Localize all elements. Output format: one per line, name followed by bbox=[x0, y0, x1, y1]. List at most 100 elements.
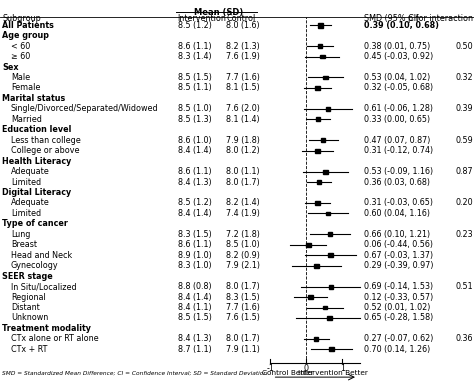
Bar bbox=[306, 243, 310, 247]
Text: 8.4 (1.3): 8.4 (1.3) bbox=[178, 334, 211, 344]
Text: Limited: Limited bbox=[11, 178, 41, 186]
Text: Less than college: Less than college bbox=[11, 136, 81, 145]
Bar bbox=[318, 23, 323, 27]
Text: 0: 0 bbox=[304, 364, 309, 373]
Text: Age group: Age group bbox=[2, 31, 49, 40]
Text: 8.5 (1.3): 8.5 (1.3) bbox=[178, 115, 211, 124]
Text: 8.6 (1.1): 8.6 (1.1) bbox=[178, 240, 211, 249]
Text: 8.6 (1.0): 8.6 (1.0) bbox=[178, 136, 211, 145]
Bar bbox=[316, 117, 320, 121]
Text: Distant: Distant bbox=[11, 303, 40, 312]
Text: SMD = Standardized Mean Difference; CI = Confidence Interval; SD = Standard Devi: SMD = Standardized Mean Difference; CI =… bbox=[2, 370, 267, 375]
Text: < 60: < 60 bbox=[11, 42, 30, 51]
Bar bbox=[328, 253, 333, 257]
Bar bbox=[316, 86, 320, 90]
Bar bbox=[315, 201, 319, 205]
Text: 0.32 (-0.05, 0.68): 0.32 (-0.05, 0.68) bbox=[364, 83, 433, 93]
Text: 0.52 (0.01, 1.02): 0.52 (0.01, 1.02) bbox=[364, 303, 430, 312]
Text: 0.23: 0.23 bbox=[456, 230, 473, 239]
Text: Male: Male bbox=[11, 73, 30, 82]
Text: Mean (SD): Mean (SD) bbox=[194, 8, 243, 17]
Text: 7.4 (1.9): 7.4 (1.9) bbox=[226, 209, 260, 218]
Text: 8.4 (1.4): 8.4 (1.4) bbox=[178, 209, 211, 218]
Text: -1: -1 bbox=[266, 364, 274, 373]
Text: 8.9 (1.0): 8.9 (1.0) bbox=[178, 251, 211, 260]
Text: Type of cancer: Type of cancer bbox=[2, 219, 68, 229]
Bar bbox=[323, 170, 328, 174]
Text: SMD (95% CI): SMD (95% CI) bbox=[364, 14, 419, 23]
Text: 8.5 (1.0): 8.5 (1.0) bbox=[178, 104, 211, 113]
Bar bbox=[315, 149, 319, 152]
Text: 0.45 (-0.03, 0.92): 0.45 (-0.03, 0.92) bbox=[364, 52, 433, 61]
Text: 7.7 (1.6): 7.7 (1.6) bbox=[226, 73, 260, 82]
Text: 8.5 (1.1): 8.5 (1.1) bbox=[178, 83, 211, 93]
Text: 0.33 (0.00, 0.65): 0.33 (0.00, 0.65) bbox=[364, 115, 430, 124]
Text: 7.6 (1.9): 7.6 (1.9) bbox=[226, 52, 260, 61]
Bar bbox=[314, 264, 319, 267]
Text: 8.5 (1.2): 8.5 (1.2) bbox=[178, 198, 211, 208]
Text: 7.9 (1.8): 7.9 (1.8) bbox=[226, 136, 260, 145]
Text: 0.36 (0.03, 0.68): 0.36 (0.03, 0.68) bbox=[364, 178, 430, 186]
Bar bbox=[329, 285, 333, 289]
Text: 0.60 (0.04, 1.16): 0.60 (0.04, 1.16) bbox=[364, 209, 430, 218]
Text: Treatment modality: Treatment modality bbox=[2, 324, 91, 333]
Text: CTx + RT: CTx + RT bbox=[11, 345, 47, 354]
Text: Sex: Sex bbox=[2, 63, 19, 71]
Bar bbox=[318, 44, 322, 48]
Text: 0.39 (0.10, 0.68): 0.39 (0.10, 0.68) bbox=[364, 21, 439, 30]
Text: 7.9 (1.1): 7.9 (1.1) bbox=[226, 345, 260, 354]
Text: 0.27 (-0.07, 0.62): 0.27 (-0.07, 0.62) bbox=[364, 334, 433, 344]
Bar bbox=[326, 107, 330, 111]
Text: 8.5 (1.5): 8.5 (1.5) bbox=[178, 73, 211, 82]
Text: Female: Female bbox=[11, 83, 40, 93]
Text: 0.50: 0.50 bbox=[456, 42, 473, 51]
Bar bbox=[329, 347, 334, 351]
Bar bbox=[317, 180, 321, 184]
Text: 8.4 (1.3): 8.4 (1.3) bbox=[178, 178, 211, 186]
Text: Married: Married bbox=[11, 115, 42, 124]
Text: 8.7 (1.1): 8.7 (1.1) bbox=[178, 345, 211, 354]
Text: 1: 1 bbox=[340, 364, 345, 373]
Text: 0.61 (-0.06, 1.28): 0.61 (-0.06, 1.28) bbox=[364, 104, 433, 113]
Text: 8.0 (1.6): 8.0 (1.6) bbox=[226, 21, 260, 30]
Bar bbox=[323, 76, 328, 80]
Text: 7.9 (2.1): 7.9 (2.1) bbox=[226, 261, 260, 270]
Text: 0.67 (-0.03, 1.37): 0.67 (-0.03, 1.37) bbox=[364, 251, 433, 260]
Text: Digital Literacy: Digital Literacy bbox=[2, 188, 72, 197]
Text: Control: Control bbox=[226, 14, 255, 23]
Text: College or above: College or above bbox=[11, 146, 80, 155]
Text: 0.20: 0.20 bbox=[456, 198, 473, 208]
Bar bbox=[320, 55, 325, 59]
Text: 8.0 (1.7): 8.0 (1.7) bbox=[226, 178, 260, 186]
Text: 0.47 (0.07, 0.87): 0.47 (0.07, 0.87) bbox=[364, 136, 430, 145]
Text: Regional: Regional bbox=[11, 293, 46, 301]
Text: Unknown: Unknown bbox=[11, 313, 48, 322]
Text: 8.0 (1.7): 8.0 (1.7) bbox=[226, 282, 260, 291]
Text: 0.06 (-0.44, 0.56): 0.06 (-0.44, 0.56) bbox=[364, 240, 433, 249]
Text: 7.2 (1.8): 7.2 (1.8) bbox=[226, 230, 260, 239]
Text: 8.2 (1.3): 8.2 (1.3) bbox=[226, 42, 260, 51]
Bar bbox=[328, 232, 332, 236]
Text: 8.6 (1.1): 8.6 (1.1) bbox=[178, 42, 211, 51]
Text: 8.1 (1.5): 8.1 (1.5) bbox=[226, 83, 260, 93]
Text: 8.3 (1.0): 8.3 (1.0) bbox=[178, 261, 211, 270]
Text: Limited: Limited bbox=[11, 209, 41, 218]
Text: 0.87: 0.87 bbox=[456, 167, 473, 176]
Bar bbox=[323, 306, 327, 310]
Text: 0.29 (-0.39, 0.97): 0.29 (-0.39, 0.97) bbox=[364, 261, 434, 270]
Text: 8.6 (1.1): 8.6 (1.1) bbox=[178, 167, 211, 176]
Text: In Situ/Localized: In Situ/Localized bbox=[11, 282, 76, 291]
Text: Head and Neck: Head and Neck bbox=[11, 251, 72, 260]
Text: Breast: Breast bbox=[11, 240, 37, 249]
Text: 0.12 (-0.33, 0.57): 0.12 (-0.33, 0.57) bbox=[364, 293, 433, 301]
Text: 8.5 (1.5): 8.5 (1.5) bbox=[178, 313, 211, 322]
Text: 0.65 (-0.28, 1.58): 0.65 (-0.28, 1.58) bbox=[364, 313, 433, 322]
Text: 0.66 (0.10, 1.21): 0.66 (0.10, 1.21) bbox=[364, 230, 430, 239]
Text: Lung: Lung bbox=[11, 230, 30, 239]
Text: Marital status: Marital status bbox=[2, 94, 65, 103]
Text: 0.53 (0.04, 1.02): 0.53 (0.04, 1.02) bbox=[364, 73, 430, 82]
Text: 0.31 (-0.03, 0.65): 0.31 (-0.03, 0.65) bbox=[364, 198, 433, 208]
Text: Education level: Education level bbox=[2, 125, 72, 134]
Text: 8.8 (0.8): 8.8 (0.8) bbox=[178, 282, 211, 291]
Text: 7.6 (1.5): 7.6 (1.5) bbox=[226, 313, 260, 322]
